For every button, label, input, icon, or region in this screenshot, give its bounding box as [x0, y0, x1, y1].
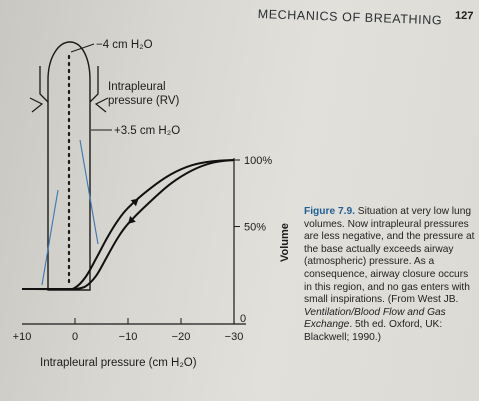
bronchus-left — [29, 97, 44, 113]
trachea — [39, 66, 99, 103]
expiration-curve — [21, 159, 235, 291]
caption-source-title: Ventilation/Blood Flow and Gas Exchange — [304, 306, 446, 331]
x-axis-label: Intrapleural pressure (cm H₂O) — [40, 357, 197, 369]
figure-labels: −4 cm H₂O Intrapleural pressure (RV) +3.… — [40, 39, 291, 369]
pv-curves — [21, 159, 235, 291]
arrow-bottom — [41, 189, 59, 286]
intrapleural-label-line2: pressure (RV) — [108, 95, 180, 107]
caption-text: Situation at very low lung volumes. Now … — [304, 206, 475, 306]
caption-source-tail: . 5th ed. Oxford, UK: Blackwell; 1990.) — [304, 319, 443, 343]
y-tick-label: 50% — [244, 222, 266, 234]
x-tick-label: −20 — [172, 331, 191, 343]
x-tick-label: −10 — [119, 331, 138, 343]
lung-top-leader — [70, 43, 95, 53]
inspiration-curve — [22, 159, 235, 291]
lung-top-label: −4 cm H₂O — [96, 39, 153, 51]
x-tick-label: 0 — [72, 331, 78, 343]
inspiration-arrowhead — [128, 216, 136, 224]
bronchus-right — [94, 97, 109, 113]
figure-caption: Figure 7.9. Situation at very low lung v… — [304, 206, 476, 345]
lung-bottom-label: +3.5 cm H₂O — [114, 125, 180, 137]
y-tick-label: 0 — [240, 313, 246, 325]
lung-sketch — [29, 41, 112, 291]
caption-title: Figure 7.9. — [304, 206, 355, 217]
axes — [22, 158, 246, 325]
mapping-arrows — [41, 139, 99, 286]
volume-axis-label: Volume — [279, 223, 291, 262]
y-tick-label: 100% — [244, 155, 272, 167]
lung-outline — [47, 41, 91, 291]
x-tick-label: +10 — [13, 331, 32, 343]
arrow-top — [79, 139, 99, 245]
x-tick-label: −30 — [225, 331, 244, 343]
y-ticks: 100% 50% 0 — [234, 155, 272, 325]
expiration-arrowhead — [130, 198, 139, 207]
x-ticks: +10 0 −10 −20 −30 — [13, 318, 244, 343]
intrapleural-label-line1: Intrapleural — [108, 81, 166, 93]
